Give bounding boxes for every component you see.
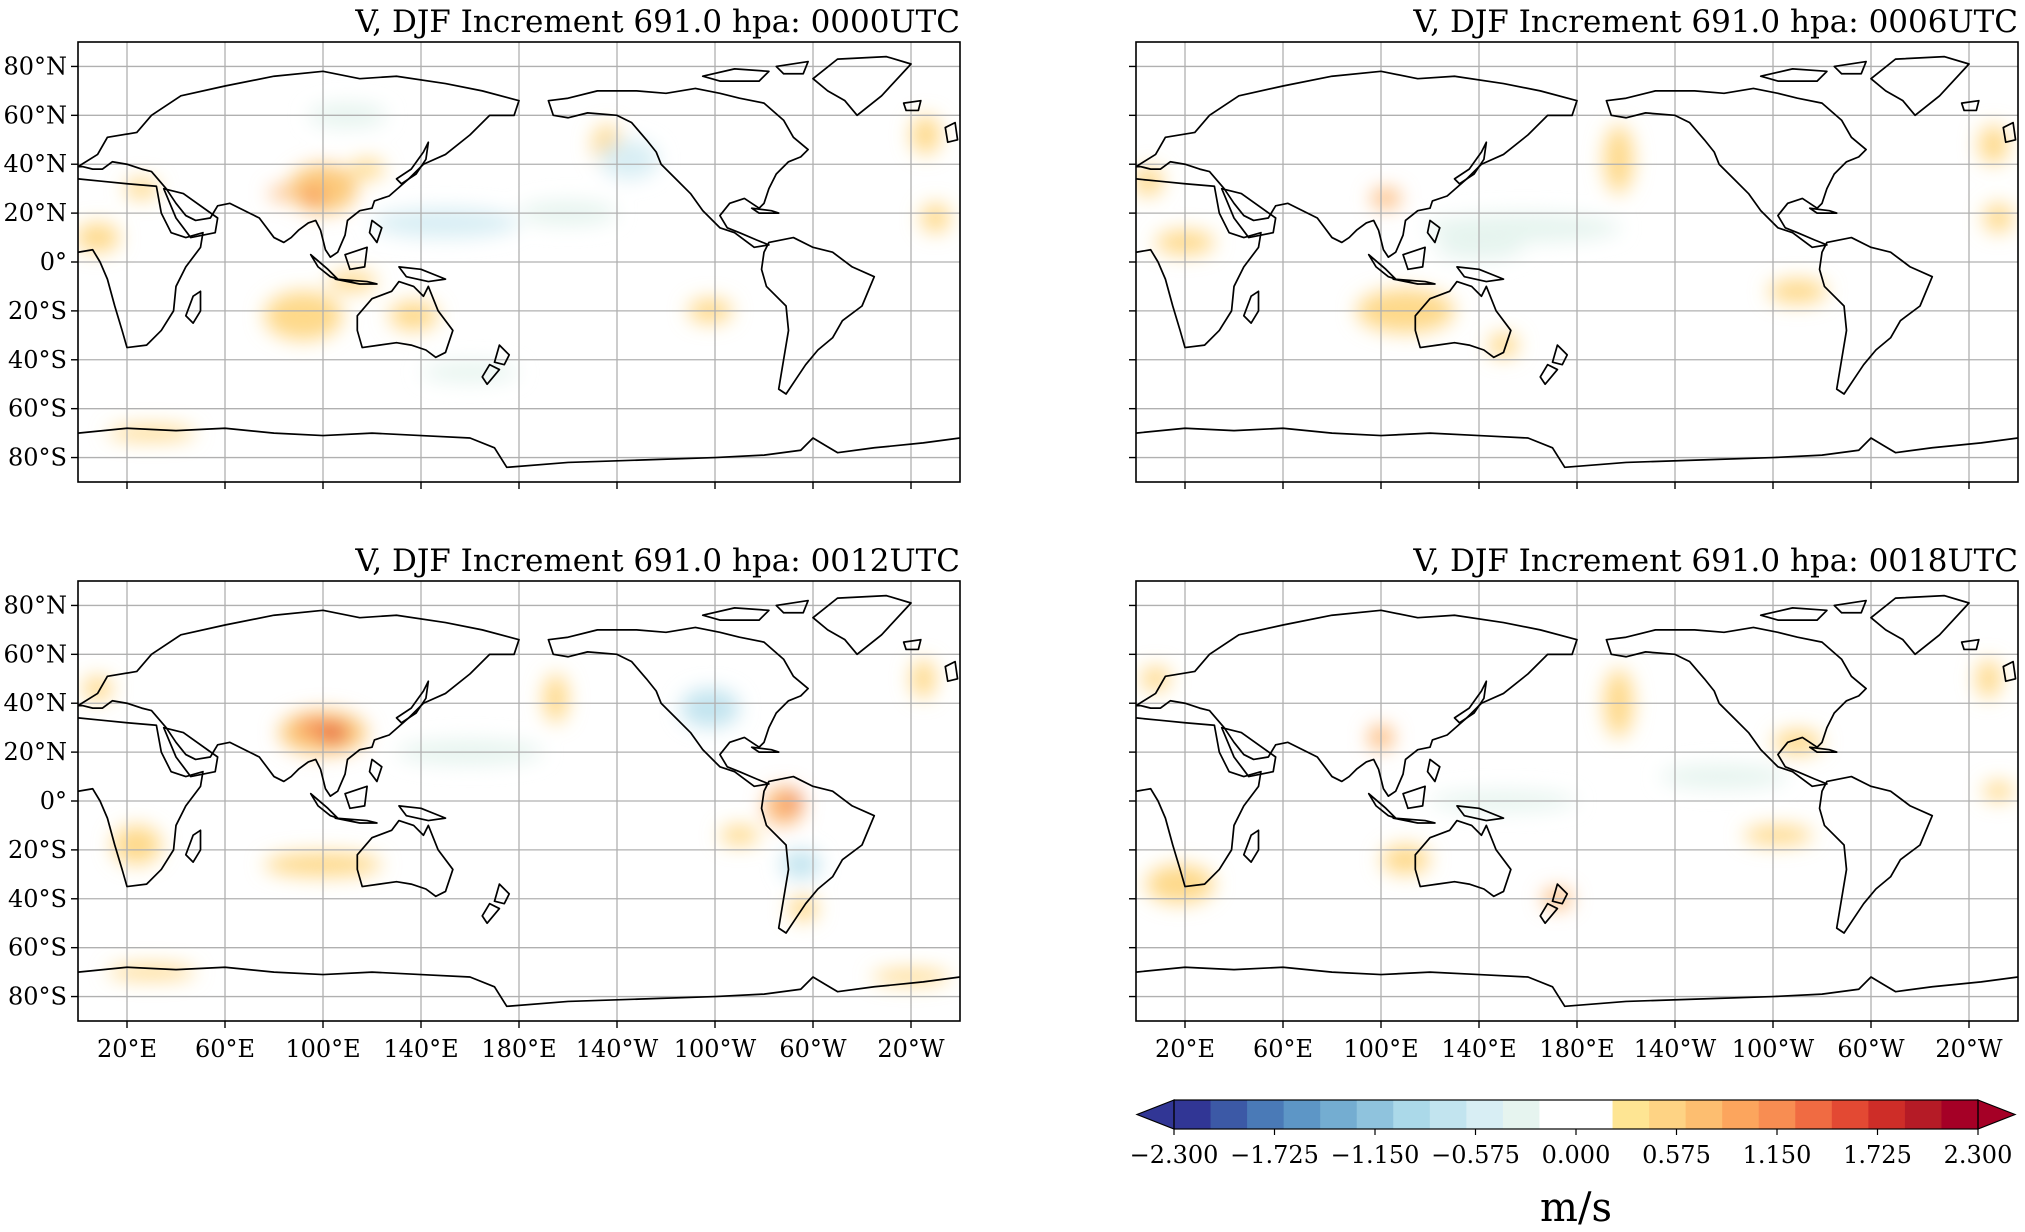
colorbar-tick-label: −1.725 (1230, 1141, 1319, 1169)
colorbar-segment (1502, 1100, 1541, 1129)
lat-tick-label: 0° (40, 787, 67, 815)
colorbar-segment (1941, 1100, 1979, 1129)
colorbar-tick-label: −2.300 (1130, 1141, 1219, 1169)
colorbar-segment (1539, 1100, 1577, 1129)
colorbar-segment (1795, 1100, 1833, 1129)
colorbar-segment (1649, 1100, 1687, 1129)
colorbar-segment (1283, 1100, 1321, 1129)
colorbar-segment (1466, 1100, 1504, 1129)
map-panel-0: V, DJF Increment 691.0 hpa: 0000UTC 80°N 6… (3, 4, 961, 489)
colorbar-extend-max (1977, 1099, 2017, 1130)
lon-tick-label: 100°E (285, 1035, 360, 1063)
lat-tick-label: 60°S (8, 934, 67, 962)
lon-tick-label: 60°E (1253, 1035, 1313, 1063)
lat-tick-label: 40°N (3, 689, 67, 717)
lat-tick-label: 40°S (8, 885, 67, 913)
lat-tick-label: 40°S (8, 346, 67, 374)
lon-tick-label: 20°W (877, 1035, 945, 1063)
lon-tick-label: 20°E (97, 1035, 157, 1063)
colorbar-segment (1685, 1100, 1723, 1129)
lon-tick-label: 100°W (1732, 1035, 1815, 1063)
colorbar-tick-label: −0.575 (1431, 1141, 1520, 1169)
lat-tick-label: 0° (40, 248, 67, 276)
panel-title: V, DJF Increment 691.0 hpa: 0006UTC (1412, 4, 2018, 40)
panel-title: V, DJF Increment 691.0 hpa: 0000UTC (354, 4, 960, 40)
lon-tick-label: 60°W (1837, 1035, 1905, 1063)
colorbar-tick-label: 1.150 (1743, 1141, 1812, 1169)
lat-tick-label: 20°N (3, 199, 67, 227)
panel-title: V, DJF Increment 691.0 hpa: 0012UTC (354, 543, 960, 579)
colorbar-segment (1174, 1100, 1212, 1129)
lat-tick-label: 60°N (3, 101, 67, 129)
colorbar-segment (1356, 1100, 1394, 1129)
colorbar-segment (1429, 1100, 1467, 1129)
map-panel-3: V, DJF Increment 691.0 hpa: 0018UTC 20°E 6… (1129, 543, 2019, 1063)
lat-tick-label: 20°S (8, 297, 67, 325)
colorbar-tick-label: −1.150 (1331, 1141, 1420, 1169)
colorbar-segment (1722, 1100, 1760, 1129)
lat-tick-label: 80°N (3, 52, 67, 80)
colorbar-unit: m/s (1540, 1185, 1612, 1231)
lat-tick-label: 20°N (3, 738, 67, 766)
lat-tick-label: 40°N (3, 150, 67, 178)
lon-tick-label: 20°W (1935, 1035, 2003, 1063)
gridlines (78, 581, 960, 1021)
colorbar-segment (1904, 1100, 1943, 1129)
map-panels: V, DJF Increment 691.0 hpa: 0000UTC 80°N 6… (3, 4, 2019, 1063)
lon-tick-label: 100°E (1343, 1035, 1418, 1063)
gridlines (1136, 42, 2018, 482)
panel-title: V, DJF Increment 691.0 hpa: 0018UTC (1412, 543, 2018, 579)
lon-tick-label: 140°E (383, 1035, 458, 1063)
lon-tick-label: 60°E (195, 1035, 255, 1063)
lat-tick-label: 60°S (8, 395, 67, 423)
colorbar-segment (1393, 1100, 1431, 1129)
colorbar-segment (1320, 1100, 1358, 1129)
colorbar-extend-min (1135, 1099, 1175, 1130)
colorbar-segment (1612, 1100, 1650, 1129)
lat-tick-label: 20°S (8, 836, 67, 864)
lat-tick-label: 60°N (3, 640, 67, 668)
colorbar-tick-label: 2.300 (1944, 1141, 2013, 1169)
colorbar: −2.300 −1.725 −1.150 −0.575 0.000 0.575 1.150 1… (1130, 1099, 2017, 1231)
lon-tick-label: 180°E (1539, 1035, 1614, 1063)
lon-tick-label: 20°E (1155, 1035, 1215, 1063)
lat-tick-label: 80°N (3, 591, 67, 619)
lon-tick-label: 100°W (674, 1035, 757, 1063)
lon-tick-label: 140°E (1441, 1035, 1516, 1063)
colorbar-tick-label: 0.000 (1542, 1141, 1611, 1169)
colorbar-tick-label: 0.575 (1642, 1141, 1711, 1169)
lon-tick-label: 60°W (779, 1035, 847, 1063)
lat-tick-label: 80°S (8, 444, 67, 472)
map-panel-1: V, DJF Increment 691.0 hpa: 0006UTC (1129, 4, 2019, 489)
lon-tick-label: 140°W (1634, 1035, 1717, 1063)
colorbar-segment (1247, 1100, 1285, 1129)
colorbar-segment (1831, 1100, 1869, 1129)
gridlines (78, 42, 960, 482)
lon-tick-label: 180°E (481, 1035, 556, 1063)
colorbar-segment (1868, 1100, 1906, 1129)
colorbar-segment (1576, 1100, 1614, 1129)
map-panel-2: V, DJF Increment 691.0 hpa: 0012UTC 80°N 6… (3, 543, 961, 1063)
colorbar-segment (1210, 1100, 1248, 1129)
lat-tick-label: 80°S (8, 983, 67, 1011)
colorbar-segment (1758, 1100, 1796, 1129)
lon-tick-label: 140°W (576, 1035, 659, 1063)
colorbar-tick-label: 1.725 (1843, 1141, 1912, 1169)
